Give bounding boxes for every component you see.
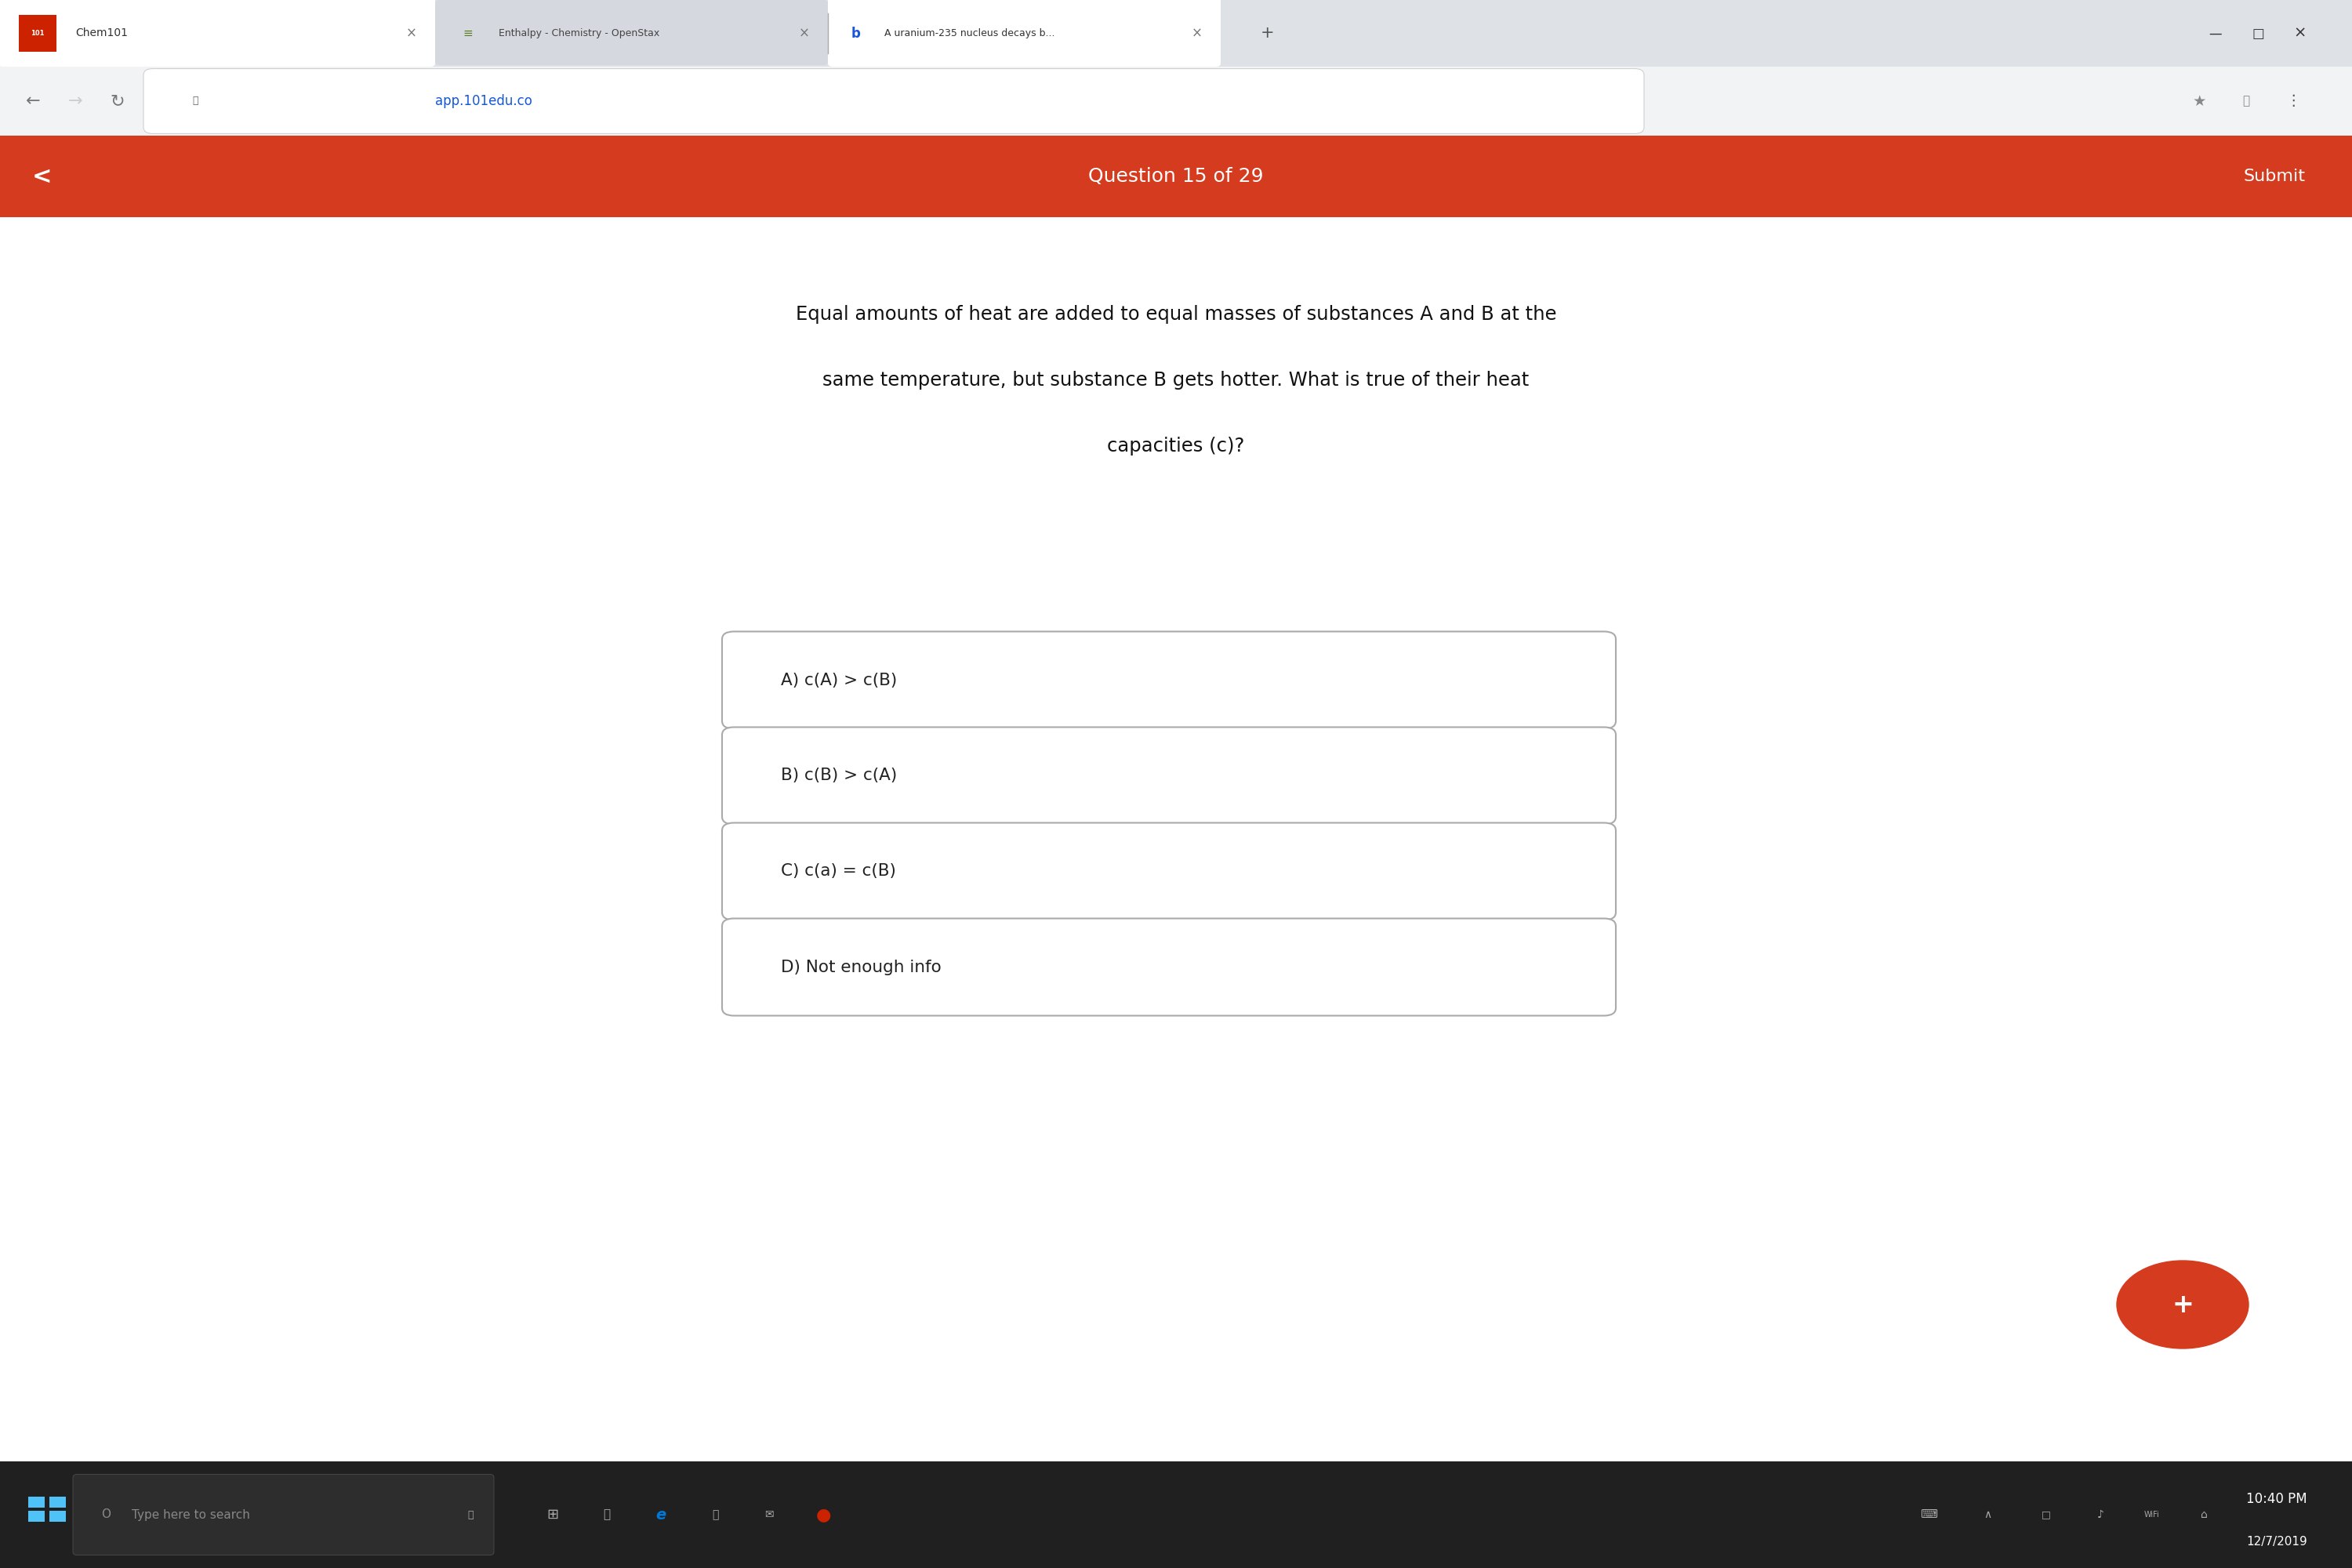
Circle shape xyxy=(2117,1261,2249,1348)
FancyBboxPatch shape xyxy=(0,0,435,66)
Text: capacities (c)?: capacities (c)? xyxy=(1108,437,1244,456)
Text: D) Not enough info: D) Not enough info xyxy=(781,960,941,975)
Text: Type here to search: Type here to search xyxy=(132,1508,249,1521)
Text: —: — xyxy=(2209,27,2223,41)
Text: b: b xyxy=(851,27,861,41)
FancyBboxPatch shape xyxy=(722,823,1616,920)
Bar xyxy=(28,1512,45,1521)
Text: same temperature, but substance B gets hotter. What is true of their heat: same temperature, but substance B gets h… xyxy=(823,372,1529,390)
Text: 101: 101 xyxy=(31,30,45,36)
Text: 🗂: 🗂 xyxy=(602,1508,612,1521)
Text: ∧: ∧ xyxy=(1983,1508,1992,1521)
Text: e: e xyxy=(656,1507,666,1523)
Text: Question 15 of 29: Question 15 of 29 xyxy=(1089,166,1263,185)
Text: ≡: ≡ xyxy=(463,27,473,39)
Text: →: → xyxy=(68,94,82,110)
Bar xyxy=(49,1496,66,1508)
Text: 🛡: 🛡 xyxy=(713,1508,717,1521)
Text: 👤: 👤 xyxy=(2241,96,2251,107)
Text: Enthalpy - Chemistry - OpenStax: Enthalpy - Chemistry - OpenStax xyxy=(499,28,659,38)
FancyBboxPatch shape xyxy=(435,0,828,64)
Bar xyxy=(0,136,2352,218)
Text: <: < xyxy=(33,165,52,188)
FancyBboxPatch shape xyxy=(722,919,1616,1016)
Text: A uranium-235 nucleus decays b...: A uranium-235 nucleus decays b... xyxy=(884,28,1054,38)
Bar xyxy=(0,66,2352,136)
Bar xyxy=(0,0,2352,66)
Text: C) c(a) = c(B): C) c(a) = c(B) xyxy=(781,864,896,880)
Text: app.101edu.co: app.101edu.co xyxy=(435,94,532,108)
Text: ⌨: ⌨ xyxy=(1919,1508,1938,1521)
Text: ✉: ✉ xyxy=(764,1508,774,1521)
Text: ⌂: ⌂ xyxy=(2201,1508,2206,1521)
Text: O: O xyxy=(101,1508,111,1521)
Text: 🔒: 🔒 xyxy=(193,96,198,107)
Text: ●: ● xyxy=(816,1507,830,1523)
Text: +: + xyxy=(1261,25,1275,41)
Text: 10:40 PM: 10:40 PM xyxy=(2246,1491,2307,1505)
Bar xyxy=(0,1461,2352,1568)
Text: ×: × xyxy=(800,27,809,41)
Text: ♪: ♪ xyxy=(2098,1508,2103,1521)
Text: Submit: Submit xyxy=(2244,168,2305,183)
Text: A) c(A) > c(B): A) c(A) > c(B) xyxy=(781,673,896,688)
Text: □: □ xyxy=(2251,27,2265,41)
Text: B) c(B) > c(A): B) c(B) > c(A) xyxy=(781,768,896,784)
Text: ⊞: ⊞ xyxy=(546,1508,560,1521)
FancyBboxPatch shape xyxy=(722,632,1616,729)
FancyBboxPatch shape xyxy=(143,69,1644,133)
Bar xyxy=(0,218,2352,1461)
Text: ⋮: ⋮ xyxy=(2286,94,2300,108)
Text: 🎤: 🎤 xyxy=(468,1510,473,1519)
Text: □: □ xyxy=(2042,1510,2051,1519)
Text: 12/7/2019: 12/7/2019 xyxy=(2246,1535,2307,1548)
Text: Equal amounts of heat are added to equal masses of substances A and B at the: Equal amounts of heat are added to equal… xyxy=(795,306,1557,325)
Text: ×: × xyxy=(1192,27,1202,41)
Bar xyxy=(49,1512,66,1521)
Bar xyxy=(28,1496,45,1508)
FancyBboxPatch shape xyxy=(73,1474,494,1555)
Text: ★: ★ xyxy=(2192,94,2206,108)
Bar xyxy=(19,16,56,52)
FancyBboxPatch shape xyxy=(828,0,1221,66)
Text: Chem101: Chem101 xyxy=(75,28,127,39)
Text: +: + xyxy=(2171,1292,2194,1317)
Text: WiFi: WiFi xyxy=(2145,1512,2159,1518)
Text: ×: × xyxy=(2293,25,2307,41)
Text: ←: ← xyxy=(26,94,40,110)
FancyBboxPatch shape xyxy=(722,728,1616,825)
Text: ↻: ↻ xyxy=(111,94,125,110)
Text: ×: × xyxy=(407,27,416,41)
